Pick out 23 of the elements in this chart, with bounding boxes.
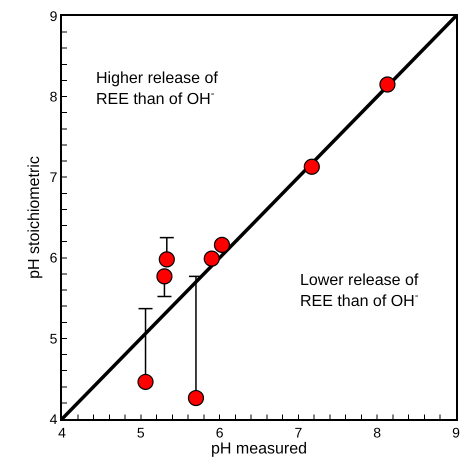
annotation: Lower release of REE than of OH$^{-}$	[300, 272, 419, 310]
x-tick-label: 7	[294, 424, 302, 441]
y-tick-label: 5	[50, 330, 58, 346]
point	[156, 268, 173, 284]
y-tick-label: 8	[50, 88, 58, 104]
point	[304, 158, 320, 175]
point	[137, 374, 154, 390]
x-tick-label: 6	[216, 424, 224, 441]
x-tick-label: 9	[452, 424, 460, 441]
x-tick-label: 8	[373, 424, 382, 441]
y-tick-label: 4	[50, 410, 58, 427]
point	[188, 390, 204, 406]
point	[379, 76, 396, 93]
y-tick-label: 7	[50, 169, 58, 186]
x-axis-title: pH measured	[210, 440, 308, 458]
y-axis-title: pH stoichiometric	[26, 156, 44, 279]
y-tick-label: 9	[50, 8, 58, 24]
point	[158, 251, 175, 268]
annotation: Higher release of REE than of OH$^{-}$	[96, 70, 218, 108]
point	[214, 236, 230, 253]
y-tick-label: 6	[50, 250, 58, 266]
point	[204, 250, 220, 267]
x-tick-label: 5	[136, 424, 145, 441]
